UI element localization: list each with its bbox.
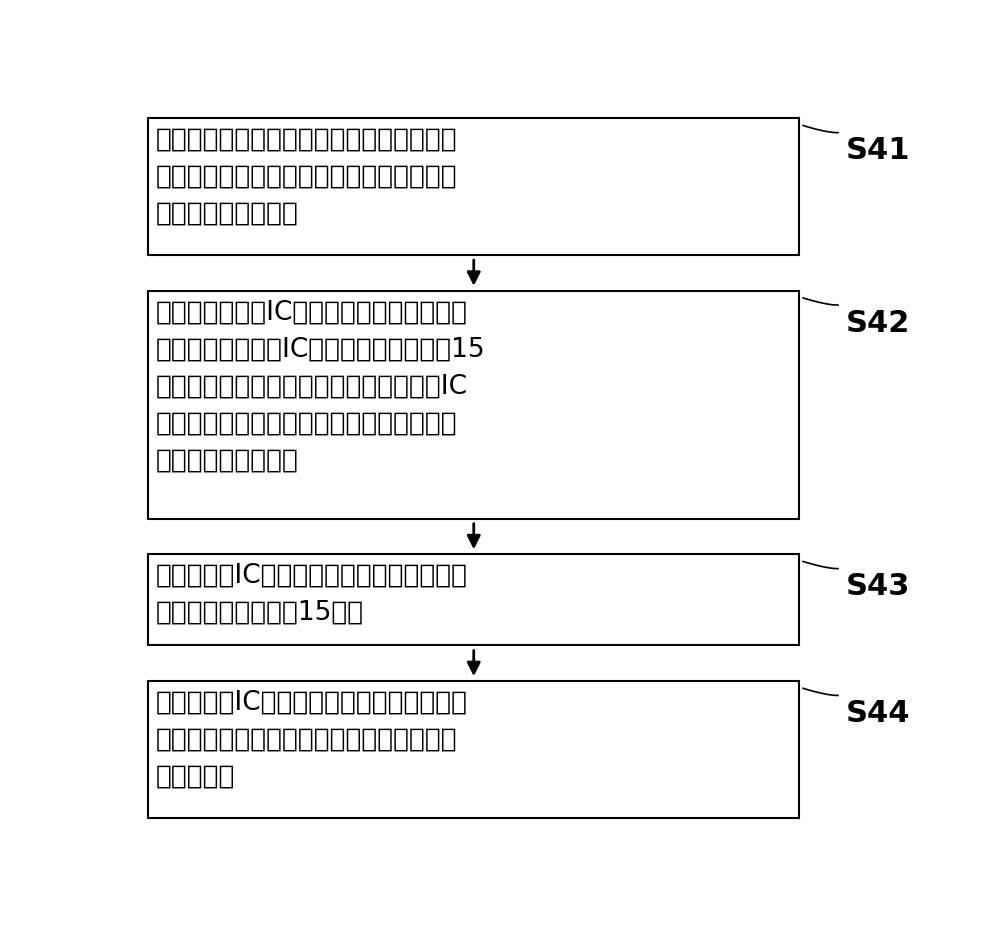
Text: 把曝光好的IC载板浸入显影剂中，干膜除了
被曝光而固化的部分，其余部分溶解于显影
剂而被洗去: 把曝光好的IC载板浸入显影剂中，干膜除了 被曝光而固化的部分，其余部分溶解于显影… <box>156 690 468 790</box>
Text: S42: S42 <box>846 309 910 337</box>
Bar <box>148 681 799 818</box>
Text: 在已烘干的所述IC载板上覆盖一层干膜并加
热，使干膜与所述IC载板紧密贴合，冷却15
分钟后，将打印好的菲林胶片放置于所述IC
载板上方，使得胶片紧贴于干膜的另: 在已烘干的所述IC载板上覆盖一层干膜并加 热，使干膜与所述IC载板紧密贴合，冷却… <box>156 299 486 474</box>
Text: 将处理好的IC载板置于曝光机中曝光一段时
间，曝光完毕后冷却15分钟: 将处理好的IC载板置于曝光机中曝光一段时 间，曝光完毕后冷却15分钟 <box>156 563 468 626</box>
Text: S44: S44 <box>846 699 910 728</box>
Bar <box>148 119 799 255</box>
Bar <box>148 291 799 518</box>
Text: S41: S41 <box>846 136 910 165</box>
Text: S43: S43 <box>846 572 910 602</box>
Text: 打印所需菲林胶片，在所述塞孔的对应位置
留有一块白色的圆形部分作为透光点，胶片
的其它部分均为黑色: 打印所需菲林胶片，在所述塞孔的对应位置 留有一块白色的圆形部分作为透光点，胶片 … <box>156 127 458 227</box>
Bar <box>148 554 799 645</box>
